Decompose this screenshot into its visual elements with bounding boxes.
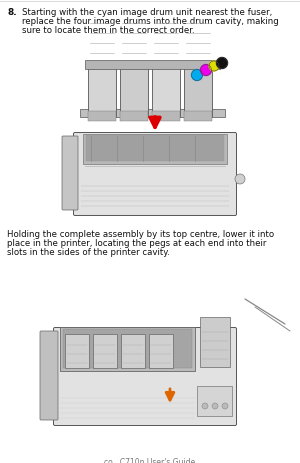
Bar [120,112,148,122]
Bar [88,62,116,118]
Bar [93,334,117,368]
FancyBboxPatch shape [74,133,236,216]
Text: 8.: 8. [7,8,16,17]
Bar [83,135,227,165]
FancyBboxPatch shape [62,137,78,211]
Text: sure to locate them in the correct order.: sure to locate them in the correct order… [22,26,195,35]
Bar [60,327,195,371]
Circle shape [212,403,218,409]
Text: replace the four image drums into the drum cavity, making: replace the four image drums into the dr… [22,17,279,26]
Bar [152,62,180,118]
Text: Starting with the cyan image drum unit nearest the fuser,: Starting with the cyan image drum unit n… [22,8,272,17]
Bar [200,317,230,367]
Circle shape [200,65,211,76]
Bar [121,334,145,368]
Bar [184,112,212,122]
Bar [80,110,225,118]
Bar [65,334,89,368]
Circle shape [209,62,219,72]
Circle shape [191,70,203,81]
Bar [120,62,148,118]
Text: place in the printer, locating the pegs at each end into their: place in the printer, locating the pegs … [7,238,266,247]
FancyBboxPatch shape [40,332,58,420]
Circle shape [217,58,227,69]
Circle shape [235,175,245,185]
Text: Holding the complete assembly by its top centre, lower it into: Holding the complete assembly by its top… [7,230,274,238]
Text: co   C710n User's Guide: co C710n User's Guide [104,457,196,463]
Circle shape [202,403,208,409]
Bar [152,112,180,122]
Bar [63,329,192,368]
Bar [85,61,220,70]
Bar [197,386,232,416]
Text: slots in the sides of the printer cavity.: slots in the sides of the printer cavity… [7,247,170,257]
Bar [149,334,173,368]
Bar [86,136,224,162]
FancyBboxPatch shape [53,328,236,425]
Bar [184,62,212,118]
Bar [88,112,116,122]
Circle shape [222,403,228,409]
